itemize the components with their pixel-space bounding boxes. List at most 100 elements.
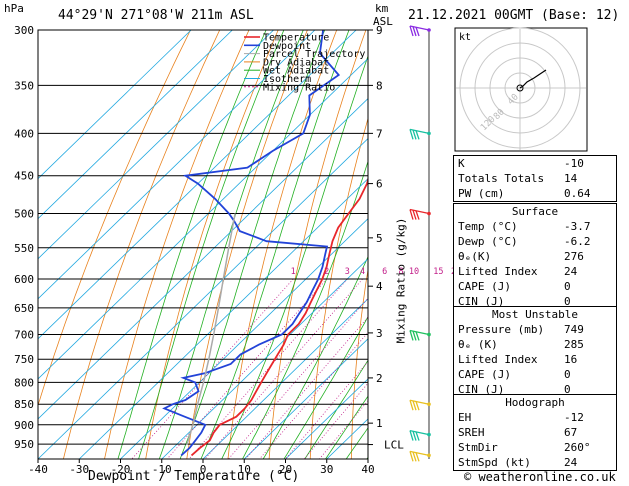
wet-adiabat — [117, 30, 267, 459]
hodograph-table: Hodograph EH -12 SREH 67 StmDir 260° StmSpd… — [453, 394, 617, 471]
km-tick-label: 5 — [376, 232, 383, 245]
isotherm — [38, 98, 368, 420]
mixing-ratio-line — [131, 278, 294, 459]
wind-barb-flag — [415, 130, 420, 140]
x-axis-title: Dewpoint / Temperature (°C) — [88, 469, 300, 484]
dry-adiabat — [145, 30, 279, 459]
mixing-ratio-label: 1 — [291, 267, 296, 277]
copyright-text: © weatheronline.co.uk — [464, 470, 616, 484]
wind-barb-flag — [409, 330, 414, 341]
legend-label: Temperature — [263, 33, 329, 44]
temp-tick-label: -20 — [111, 463, 131, 476]
temp-tick-label: -30 — [69, 463, 89, 476]
temp-tick-label: 10 — [238, 463, 251, 476]
wind-barb-dot — [427, 211, 431, 216]
pressure-tick-label: 450 — [14, 170, 34, 183]
temp-tick-label: 0 — [200, 463, 207, 476]
wind-barb-flag — [409, 430, 414, 441]
km-tick-label: 2 — [376, 372, 383, 385]
pressure-tick-label: 350 — [14, 79, 34, 92]
surface-title: Surface — [511, 205, 559, 218]
mixing-ratio-label: 15 — [433, 267, 443, 277]
pressure-unit-label: hPa — [4, 2, 24, 15]
isotherm — [38, 30, 192, 180]
asl-unit-label: ASL — [373, 15, 393, 28]
surface-lifted-index-row: Lifted Index 24 — [458, 265, 578, 278]
mixing-ratio-line — [284, 360, 368, 459]
temp-tick-label: 40 — [361, 463, 374, 476]
mixing-ratio-label: 6 — [382, 267, 387, 277]
mixing-ratio-label: 3 — [345, 267, 350, 277]
dry-adiabat — [63, 30, 221, 459]
legend-label: Parcel Trajectory — [263, 49, 365, 60]
temp-tick-label: 20 — [279, 463, 292, 476]
pressure-tick-label: 550 — [14, 242, 34, 255]
mu-cape-row: CAPE (J) 0 — [458, 368, 571, 381]
eh-row: EH -12 — [458, 411, 584, 424]
totals-totals-row: Totals Totals 14 — [458, 172, 578, 185]
stmdir-row: StmDir 260° — [458, 441, 591, 454]
surface-table: Surface Temp (°C) -3.7 Dewp (°C) -6.2 θₑ(K… — [453, 203, 617, 310]
pw-row: PW (cm) 0.64 — [458, 187, 591, 200]
parcel-trajectory-line — [186, 213, 236, 445]
legend-label: Mixing Ratio — [263, 82, 335, 93]
mu-theta-e-row: θₑ (K) 285 — [458, 338, 584, 351]
datetime-title: 21.12.2021 00GMT (Base: 12) — [408, 8, 620, 23]
dry-adiabat — [350, 266, 368, 459]
dry-adiabat — [227, 30, 338, 459]
pressure-tick-label: 600 — [14, 273, 34, 286]
wind-barb-flag — [412, 26, 417, 37]
stmspd-row: StmSpd (kt) 24 — [458, 456, 578, 469]
dry-adiabat — [38, 30, 191, 407]
pressure-tick-label: 950 — [14, 438, 34, 451]
mixing-ratio-line — [188, 278, 348, 459]
isotherm — [202, 298, 368, 459]
km-tick-label: 1 — [376, 417, 383, 430]
isotherm — [38, 57, 368, 380]
wind-barb-dot — [427, 432, 431, 437]
pressure-tick-label: 750 — [14, 353, 34, 366]
dry-adiabat — [104, 30, 250, 459]
wind-barb-dot — [427, 28, 431, 32]
km-tick-label: 9 — [376, 24, 383, 37]
pressure-tick-label: 900 — [14, 419, 34, 432]
km-tick-label: 3 — [376, 327, 383, 340]
wind-barb-flag — [415, 210, 420, 220]
pressure-tick-label: 800 — [14, 376, 34, 389]
pressure-tick-label: 650 — [14, 302, 34, 315]
wind-barb-dot — [427, 402, 431, 407]
wind-barb-flag — [412, 209, 417, 220]
km-tick-label: LCL — [384, 439, 404, 452]
legend-label: Dry Adiabat — [263, 57, 329, 68]
pressure-tick-label: 300 — [14, 24, 34, 37]
isotherm — [120, 218, 368, 459]
wind-barb-dot — [427, 453, 431, 458]
wind-barb-flag — [409, 451, 414, 462]
mixing-ratio-label: 4 — [360, 267, 365, 277]
wind-barb-flag — [415, 331, 420, 341]
isotherm — [285, 378, 368, 459]
isotherm — [38, 30, 274, 260]
surface-dewp-row: Dewp (°C) -6.2 — [458, 235, 591, 248]
isotherm — [38, 30, 233, 220]
wet-adiabat — [158, 30, 304, 459]
dry-adiabat — [268, 30, 367, 459]
km-tick-label: 4 — [376, 280, 383, 293]
location-title: 44°29'N 271°08'W 211m ASL — [58, 8, 254, 23]
mu-lifted-index-row: Lifted Index 16 — [458, 353, 578, 366]
temp-tick-label: -10 — [152, 463, 172, 476]
wind-barb-flag — [415, 452, 420, 462]
surface-cin-row: CIN (J) 0 — [458, 295, 571, 308]
wet-adiabat — [304, 359, 368, 459]
mixing-ratio-label: 10 — [409, 267, 419, 277]
pressure-tick-label: 850 — [14, 398, 34, 411]
wind-barb-flag — [409, 25, 414, 37]
isotherm — [161, 258, 368, 459]
y-axis-right-title: Mixing Ratio (g/kg) — [394, 217, 408, 344]
km-tick-label: 6 — [376, 178, 383, 191]
k-index-row: K -10 — [458, 157, 584, 170]
wind-barb-flag — [412, 431, 417, 441]
isotherm — [38, 30, 316, 300]
dry-adiabat — [186, 30, 308, 459]
